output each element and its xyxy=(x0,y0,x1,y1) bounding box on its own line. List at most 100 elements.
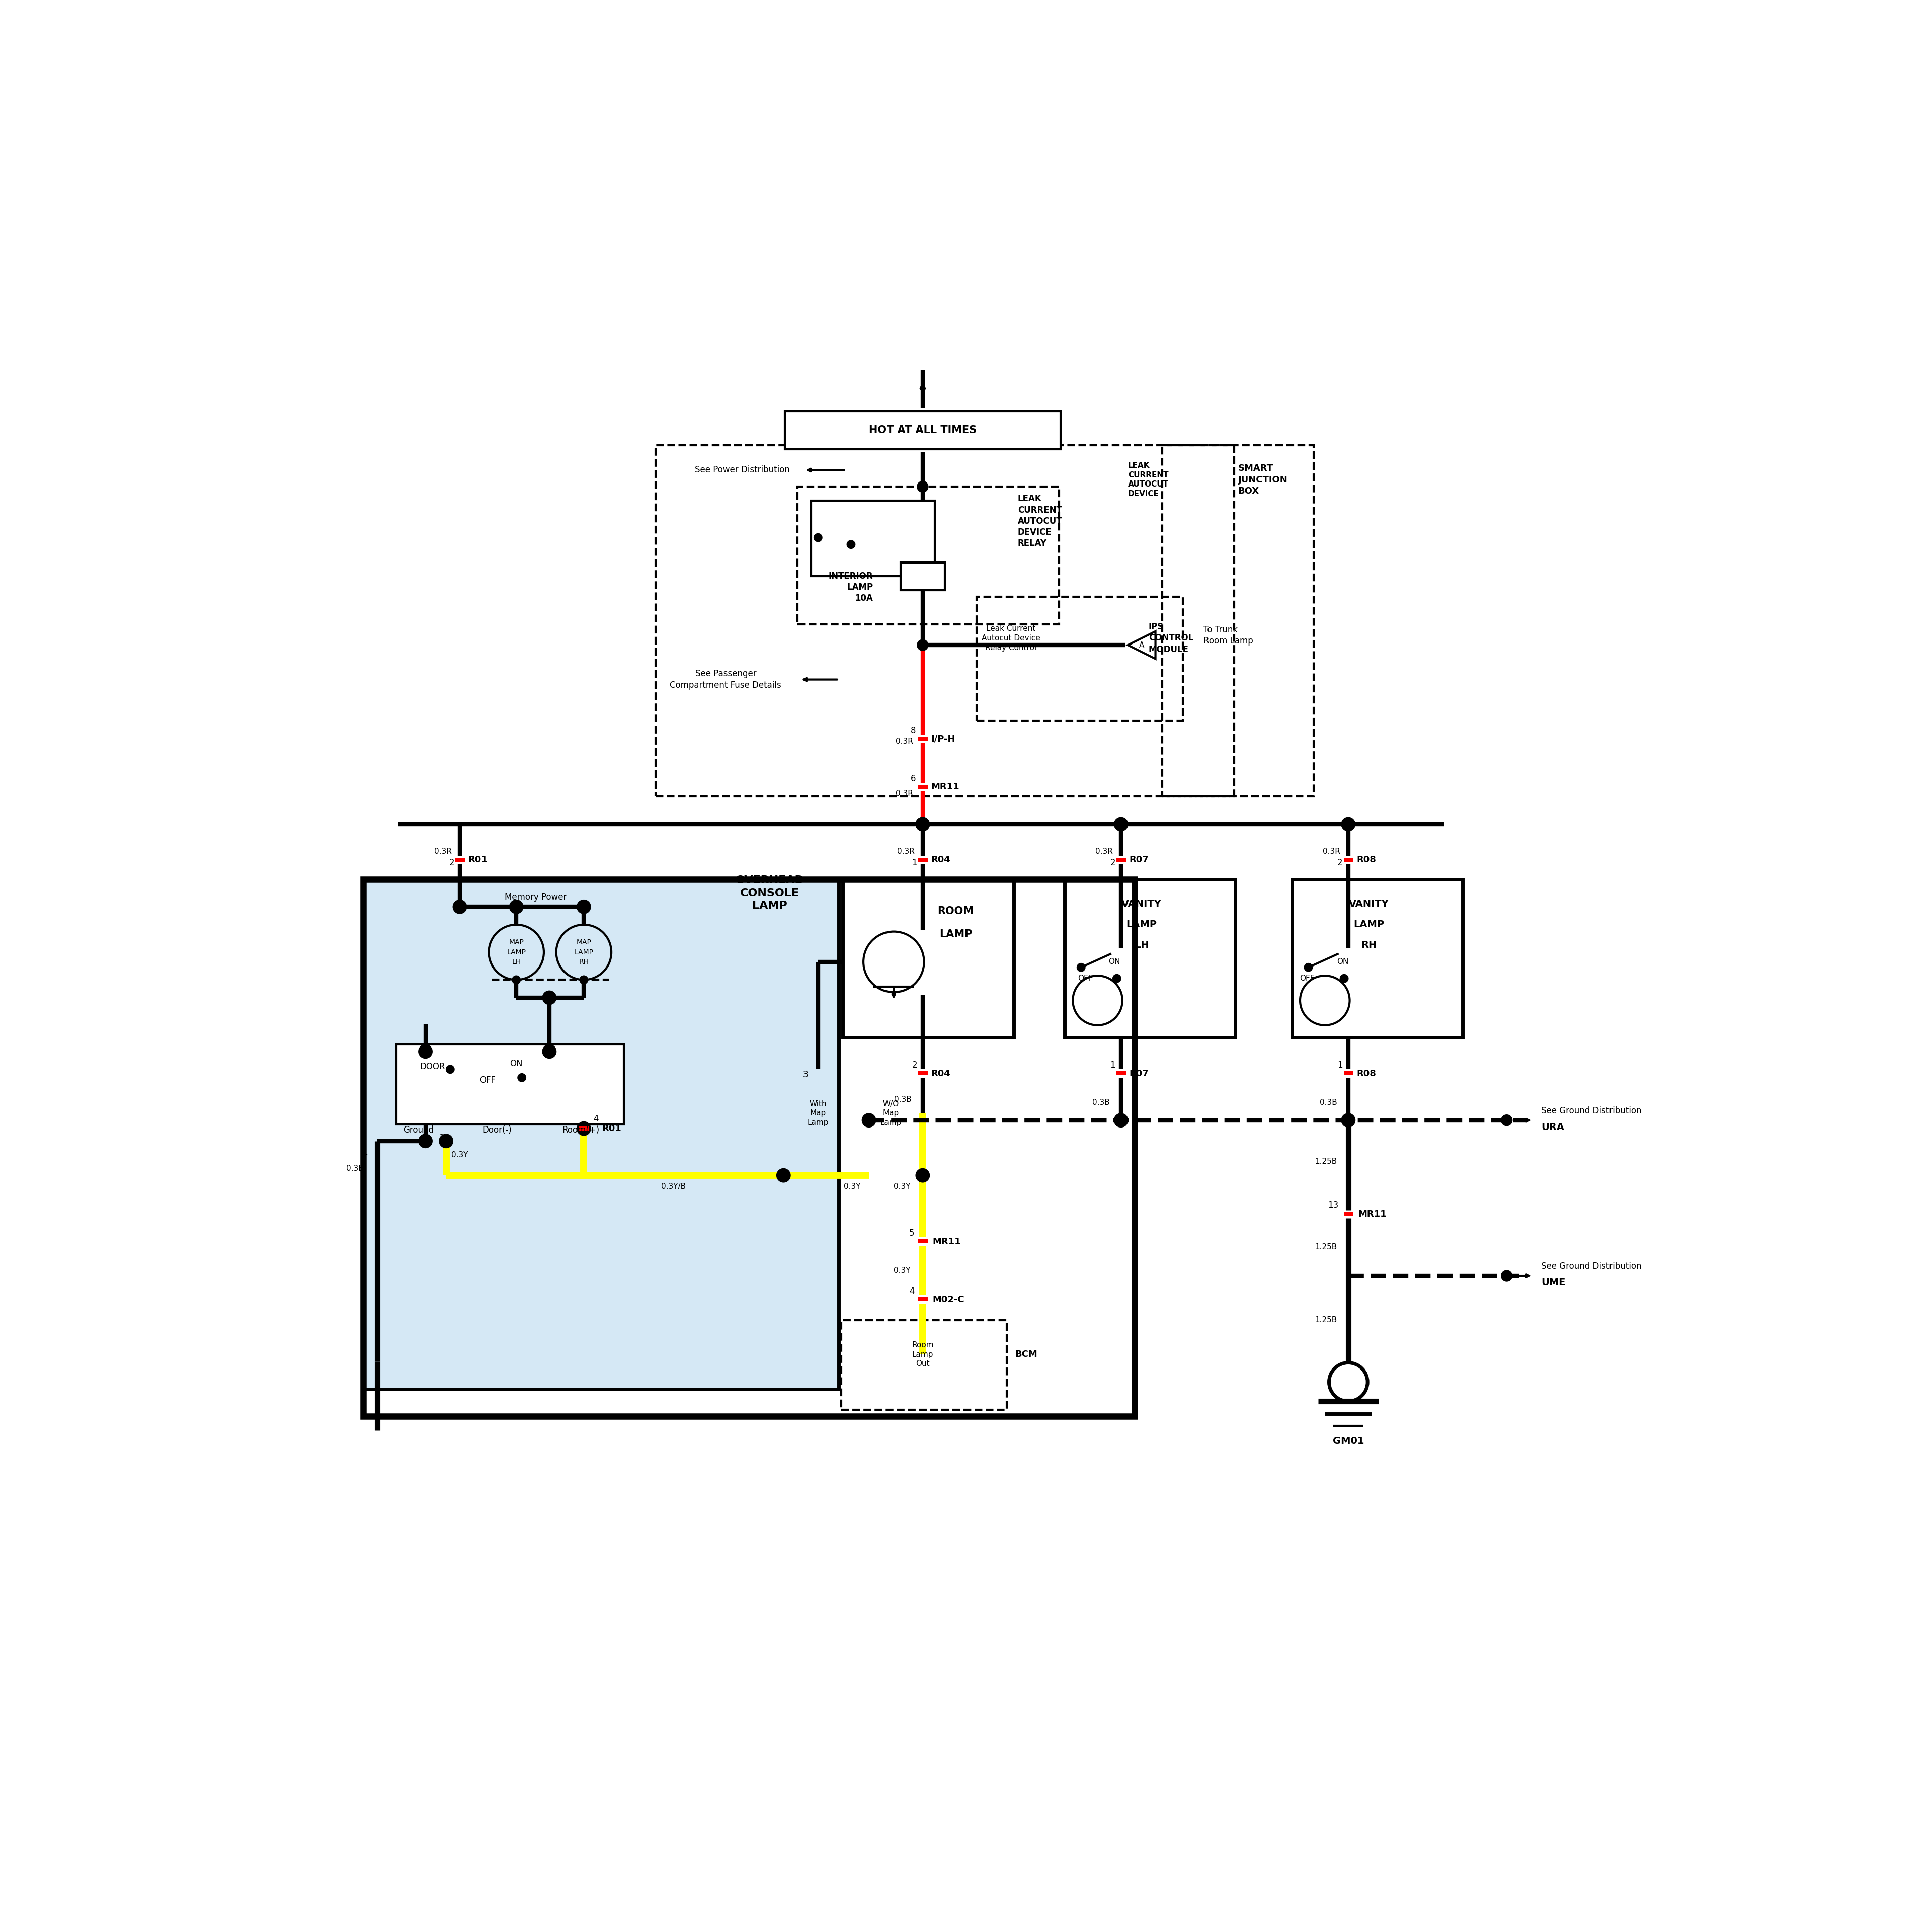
Text: 0.3R: 0.3R xyxy=(1095,848,1113,856)
Text: R04: R04 xyxy=(931,1068,951,1078)
Text: M02-C: M02-C xyxy=(933,1294,964,1304)
Circle shape xyxy=(918,639,927,651)
Circle shape xyxy=(419,1045,433,1059)
Circle shape xyxy=(846,541,856,549)
Bar xyxy=(784,412,1061,450)
Circle shape xyxy=(1341,817,1354,831)
Circle shape xyxy=(1304,964,1312,972)
Circle shape xyxy=(439,1134,452,1148)
Text: R08: R08 xyxy=(1356,1068,1376,1078)
Text: GM01: GM01 xyxy=(1333,1437,1364,1445)
Circle shape xyxy=(578,900,591,914)
Text: MR11: MR11 xyxy=(933,1236,960,1246)
Text: See Ground Distribution: See Ground Distribution xyxy=(1542,1107,1642,1115)
Bar xyxy=(918,858,927,862)
Text: MR11: MR11 xyxy=(1358,1209,1387,1219)
Bar xyxy=(1343,1211,1352,1215)
Bar xyxy=(842,879,1014,1037)
Text: 1.25B: 1.25B xyxy=(1316,1157,1337,1165)
Circle shape xyxy=(916,817,929,831)
Text: 0.3B: 0.3B xyxy=(895,1095,912,1103)
Bar xyxy=(396,1045,624,1124)
Text: 0.3R: 0.3R xyxy=(1323,848,1341,856)
Text: See Passenger
Compartment Fuse Details: See Passenger Compartment Fuse Details xyxy=(670,668,781,690)
Bar xyxy=(918,784,927,788)
Text: MAP: MAP xyxy=(508,939,524,947)
Circle shape xyxy=(1113,974,1121,983)
Text: VANITY: VANITY xyxy=(1122,898,1161,908)
Text: I/P-H: I/P-H xyxy=(931,734,954,744)
Text: With
Map
Lamp: With Map Lamp xyxy=(808,1099,829,1126)
Text: R07: R07 xyxy=(1130,1068,1150,1078)
Circle shape xyxy=(419,1134,433,1148)
Text: A: A xyxy=(1140,641,1144,649)
Circle shape xyxy=(918,481,927,493)
Text: IPS
CONTROL
MODULE: IPS CONTROL MODULE xyxy=(1148,622,1194,653)
Text: 1.25B: 1.25B xyxy=(1316,1244,1337,1250)
Circle shape xyxy=(1076,964,1086,972)
Text: Memory Power: Memory Power xyxy=(504,893,566,902)
Bar xyxy=(976,597,1182,721)
Text: 0.3R: 0.3R xyxy=(895,738,914,746)
Bar xyxy=(1343,1070,1352,1076)
Text: 6: 6 xyxy=(910,775,916,782)
Text: ON: ON xyxy=(1337,958,1349,966)
Text: HOT AT ALL TIMES: HOT AT ALL TIMES xyxy=(869,425,976,435)
Text: 0.3Y: 0.3Y xyxy=(893,1267,910,1275)
Circle shape xyxy=(518,1074,526,1082)
Bar xyxy=(363,879,1134,1416)
Text: Room(+): Room(+) xyxy=(562,1126,599,1134)
Text: SMART
JUNCTION
BOX: SMART JUNCTION BOX xyxy=(1238,464,1289,495)
Text: 13: 13 xyxy=(1327,1202,1339,1209)
Bar xyxy=(918,736,927,740)
Text: Ground: Ground xyxy=(404,1126,435,1134)
Text: LAMP: LAMP xyxy=(939,929,972,939)
Bar xyxy=(1117,858,1126,862)
Text: 0.3B: 0.3B xyxy=(1092,1099,1111,1107)
Text: 3: 3 xyxy=(439,1134,444,1142)
Text: MR11: MR11 xyxy=(931,782,960,792)
Text: LAMP: LAMP xyxy=(1126,920,1157,929)
Circle shape xyxy=(1501,1115,1513,1126)
Text: 2: 2 xyxy=(912,1061,918,1070)
Bar xyxy=(918,1070,927,1076)
Text: MAP: MAP xyxy=(576,939,591,947)
Bar xyxy=(580,1126,589,1130)
Text: DOOR: DOOR xyxy=(419,1063,444,1070)
Circle shape xyxy=(580,976,587,983)
Bar xyxy=(840,1320,1007,1410)
Text: 8: 8 xyxy=(910,726,916,734)
Text: 0.3B: 0.3B xyxy=(346,1165,363,1173)
Circle shape xyxy=(1341,1113,1354,1126)
Circle shape xyxy=(446,1065,454,1074)
Text: 5: 5 xyxy=(910,1229,914,1238)
Text: LEAK
CURRENT
AUTOCUT
DEVICE: LEAK CURRENT AUTOCUT DEVICE xyxy=(1128,462,1169,498)
Text: OVERHEAD
CONSOLE
LAMP: OVERHEAD CONSOLE LAMP xyxy=(736,875,804,910)
Text: 4: 4 xyxy=(593,1115,599,1122)
Text: R08: R08 xyxy=(1356,856,1376,864)
Text: 0.3Y/B: 0.3Y/B xyxy=(661,1182,686,1190)
Text: URA: URA xyxy=(1542,1122,1565,1132)
Text: INTERIOR
LAMP
10A: INTERIOR LAMP 10A xyxy=(829,572,873,603)
Bar xyxy=(798,487,1059,624)
Text: Leak Current
Autocut Device
Relay Control: Leak Current Autocut Device Relay Contro… xyxy=(981,626,1039,651)
Circle shape xyxy=(916,817,929,831)
Text: 0.3B: 0.3B xyxy=(1320,1099,1337,1107)
Circle shape xyxy=(1501,1271,1513,1281)
Text: OFF: OFF xyxy=(479,1076,495,1086)
Text: BCM: BCM xyxy=(1014,1350,1037,1358)
Text: R01: R01 xyxy=(468,856,487,864)
Text: 0.3R: 0.3R xyxy=(895,790,914,798)
Text: 0.3R: 0.3R xyxy=(896,848,914,856)
Text: R07: R07 xyxy=(1130,856,1150,864)
Circle shape xyxy=(916,1169,929,1182)
Text: ON: ON xyxy=(1109,958,1121,966)
Bar xyxy=(918,1296,927,1302)
Circle shape xyxy=(777,1169,790,1182)
Circle shape xyxy=(510,900,524,914)
Text: ROOM: ROOM xyxy=(937,906,974,916)
Circle shape xyxy=(862,1113,875,1126)
Text: LH: LH xyxy=(512,958,522,966)
Text: To Trunk
Room Lamp: To Trunk Room Lamp xyxy=(1204,626,1254,645)
Text: 0.3Y: 0.3Y xyxy=(893,1182,910,1190)
